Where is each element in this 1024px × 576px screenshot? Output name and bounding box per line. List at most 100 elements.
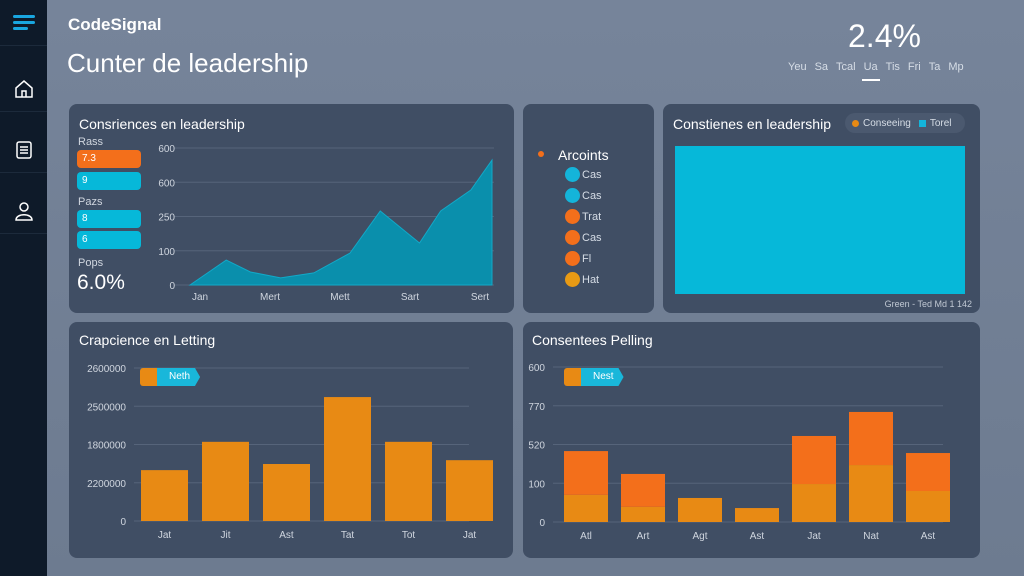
account-label: Cas — [582, 189, 602, 202]
y-tick-label: 2600000 — [87, 364, 126, 375]
nav-list[interactable] — [0, 127, 47, 173]
bar-segment-upper — [906, 453, 950, 491]
pill-value[interactable]: 6 — [77, 231, 141, 249]
x-tick-label: Agt — [692, 531, 707, 542]
panel-title: Consriences en leadership — [79, 116, 245, 132]
account-item[interactable]: Trat — [565, 209, 601, 224]
y-tick-label: 600 — [528, 363, 545, 374]
badge-label: Nest — [581, 368, 624, 386]
x-tick-label: Ast — [750, 531, 765, 542]
bar-segment-upper — [564, 451, 608, 495]
x-tick-label: Ast — [921, 531, 936, 542]
nav-home[interactable] — [0, 66, 47, 112]
x-tick-label: Sart — [401, 292, 420, 303]
panel-pelling-bars: Consentees Pelling 0 100 520 770 600 Atl Art Ag… — [523, 322, 980, 558]
list-icon — [15, 140, 32, 159]
dot-icon — [565, 167, 580, 182]
bar — [141, 470, 188, 521]
x-tick-label: Nat — [863, 531, 879, 542]
bar-chart: 0 2200000 1800000 2500000 2600000 Jat Jit Ast Ta… — [87, 364, 493, 541]
y-tick-label: 0 — [120, 517, 126, 528]
dot-icon — [565, 209, 580, 224]
brand-name: CodeSignal — [68, 15, 162, 34]
period-tabs: Yeu Sa Tcal Ua Tis Fri Ta Mp — [788, 61, 964, 81]
bar-segment-upper — [621, 473, 665, 507]
period-tab[interactable]: Sa — [814, 61, 829, 73]
y-tick-label: 100 — [528, 479, 545, 490]
series-badge[interactable]: Nest — [564, 368, 624, 386]
kpi-value: 2.4% — [848, 18, 921, 54]
x-tick-label: Jat — [807, 531, 821, 542]
pill-value[interactable]: 9 — [77, 172, 141, 190]
stat-value: 6.0% — [77, 271, 125, 294]
dot-icon — [565, 230, 580, 245]
legend-label: Conseeing — [863, 117, 911, 129]
x-tick-label: Ast — [279, 530, 294, 541]
y-tick-label: 100 — [158, 247, 175, 258]
bar-segment-lower — [849, 465, 893, 522]
x-tick-label: Sert — [471, 292, 490, 303]
bar-segment-lower — [906, 491, 950, 522]
bar — [446, 460, 493, 521]
bar — [385, 441, 432, 521]
menu-icon — [12, 14, 35, 30]
x-tick-label: Jit — [221, 530, 231, 541]
account-label: Trat — [582, 210, 602, 223]
account-item[interactable]: Cas — [565, 188, 602, 203]
group-label: Rass — [78, 136, 104, 148]
account-item[interactable]: Cas — [565, 230, 602, 245]
bar — [202, 441, 249, 521]
period-tab[interactable]: Ua — [861, 61, 880, 81]
menu-button[interactable] — [0, 0, 47, 46]
period-tab[interactable]: Fri — [907, 61, 921, 73]
y-tick-label: 520 — [528, 441, 545, 452]
legend-label: Torel — [929, 117, 952, 129]
nav-user[interactable] — [0, 188, 47, 234]
x-tick-label: Jat — [158, 530, 172, 541]
period-tab[interactable]: Mp — [948, 61, 964, 73]
x-tick-label: Tat — [341, 530, 355, 541]
account-label: Fl — [582, 252, 592, 265]
pill-value[interactable]: 7.3 — [77, 150, 141, 168]
user-icon — [14, 201, 33, 221]
badge-label: Neth — [157, 368, 201, 386]
x-tick-label: Mert — [260, 292, 280, 303]
area-series — [188, 158, 493, 286]
period-tab[interactable]: Yeu — [788, 61, 807, 73]
legend: Conseeing Torel — [845, 113, 965, 133]
x-tick-label: Jat — [463, 530, 477, 541]
pill-value[interactable]: 8 — [77, 210, 141, 228]
y-tick-label: 2200000 — [87, 479, 126, 490]
bar-segment-lower — [792, 484, 836, 522]
period-tab[interactable]: Ta — [928, 61, 941, 73]
period-tab[interactable]: Tis — [885, 61, 900, 73]
panel-title: Consentees Pelling — [532, 332, 653, 348]
account-item[interactable]: Fl — [565, 251, 591, 266]
account-item[interactable]: Cas — [565, 167, 602, 182]
dot-icon — [565, 272, 580, 287]
series-badge[interactable]: Neth — [140, 368, 201, 386]
group-label: Pazs — [78, 196, 103, 208]
sidebar — [0, 0, 47, 576]
page-title: Cunter de leadership — [67, 48, 309, 78]
account-label: Hat — [582, 273, 600, 286]
total-block — [675, 146, 965, 294]
y-tick-label: 250 — [158, 213, 175, 224]
dot-icon — [565, 188, 580, 203]
legend-swatch — [918, 119, 926, 127]
x-tick-label: Atl — [580, 531, 592, 542]
period-tab[interactable]: Tcal — [836, 61, 856, 73]
x-tick-label: Mett — [330, 292, 350, 303]
account-item[interactable]: Hat — [565, 272, 599, 287]
bar-segment-upper — [849, 411, 893, 466]
panel-title: Constienes en leadership — [673, 116, 831, 132]
y-tick-label: 0 — [539, 518, 545, 529]
panel-title: Crapcience en Letting — [79, 332, 216, 348]
bar — [263, 464, 310, 521]
y-tick-label: 770 — [528, 402, 545, 413]
panel-leadership-area: Consriences en leadership Rass 7.3 9 Paz… — [69, 104, 514, 313]
panel-letting-bars: Crapcience en Letting 0 2200000 1800000 250… — [69, 322, 513, 558]
stat-label: Pops — [78, 257, 104, 269]
bar-segment-upper — [792, 435, 836, 485]
y-tick-label: 600 — [158, 144, 175, 155]
